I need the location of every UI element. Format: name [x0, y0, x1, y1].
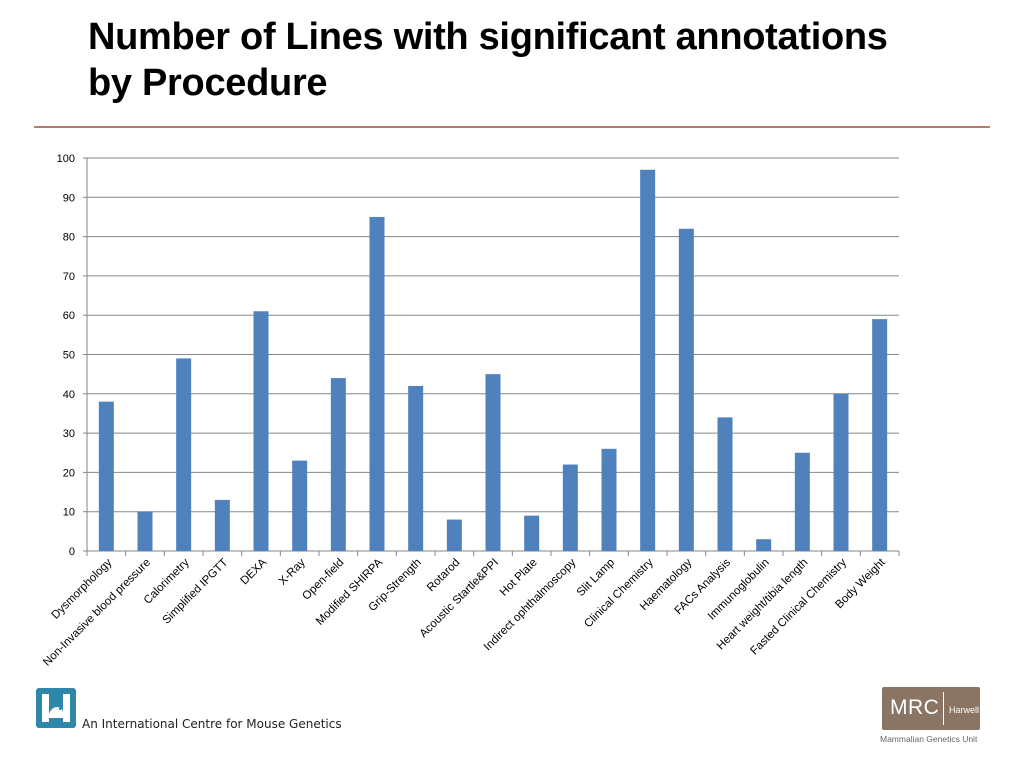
mrc-logo-divider: [943, 692, 944, 725]
footer-centre-text: An International Centre for Mouse Geneti…: [82, 717, 342, 731]
x-tick-label: Acoustic Startle&PPI: [418, 557, 502, 641]
y-tick-label: 30: [63, 428, 75, 440]
bar-clinical-chemistry: [640, 169, 656, 552]
bar-dysmorphology: [98, 401, 114, 551]
x-tick-label: Modified SHIRPA: [314, 556, 385, 627]
mrc-logo: MRC Harwell: [882, 687, 980, 730]
slide-title-line-1: Number of Lines with significant annotat…: [88, 16, 888, 58]
bar-grip-strength: [408, 385, 424, 551]
y-tick-label: 80: [63, 232, 75, 244]
mouse-h-logo-icon: [36, 688, 76, 728]
slide-title: Number of Lines with significant annotat…: [88, 14, 888, 106]
y-tick-label: 90: [63, 192, 75, 204]
bar-non-invasive-blood-pressure: [137, 511, 153, 551]
mrc-logo-text: MRC: [890, 696, 940, 719]
x-tick-label: Simplified IPGTT: [161, 557, 231, 627]
bar-haematology: [678, 228, 694, 552]
y-tick-label: 100: [57, 153, 75, 165]
bar-slit-lamp: [601, 448, 617, 551]
x-tick-label: Rotarod: [425, 557, 462, 594]
bar-heart-weight-tibia-length: [794, 452, 810, 551]
y-tick-label: 10: [63, 507, 75, 519]
y-tick-label: 60: [63, 310, 75, 322]
y-tick-label: 40: [63, 389, 75, 401]
bar-acoustic-startle-ppi: [485, 374, 501, 551]
x-tick-label: Clinical Chemistry: [582, 556, 656, 630]
bar-facs-analysis: [717, 417, 733, 551]
bar-open-field: [330, 378, 346, 551]
bar-fasted-clinical-chemistry: [833, 393, 849, 551]
y-tick-label: 20: [63, 467, 75, 479]
mrc-logo-subtext: Harwell: [949, 705, 980, 715]
bar-calorimetry: [176, 358, 192, 551]
title-divider: [34, 126, 990, 128]
bar-simplified-ipgtt: [214, 499, 230, 551]
bar-rotarod: [446, 519, 462, 551]
bar-x-ray: [292, 460, 308, 551]
mrc-unit-text: Mammalian Genetics Unit: [880, 734, 978, 744]
bar-immunoglobulin: [756, 539, 772, 551]
bar-body-weight: [872, 319, 888, 551]
bar-hot-plate: [524, 515, 540, 551]
x-tick-label: DEXA: [238, 556, 269, 587]
y-tick-label: 70: [63, 271, 75, 283]
y-tick-label: 0: [69, 546, 75, 558]
bar-modified-shirpa: [369, 216, 385, 551]
bar-indirect-ophthalmoscopy: [562, 464, 578, 551]
slide-title-line-2: by Procedure: [88, 62, 328, 104]
bar-dexa: [253, 311, 269, 551]
x-tick-label: X-Ray: [277, 556, 308, 587]
y-tick-label: 50: [63, 350, 75, 362]
